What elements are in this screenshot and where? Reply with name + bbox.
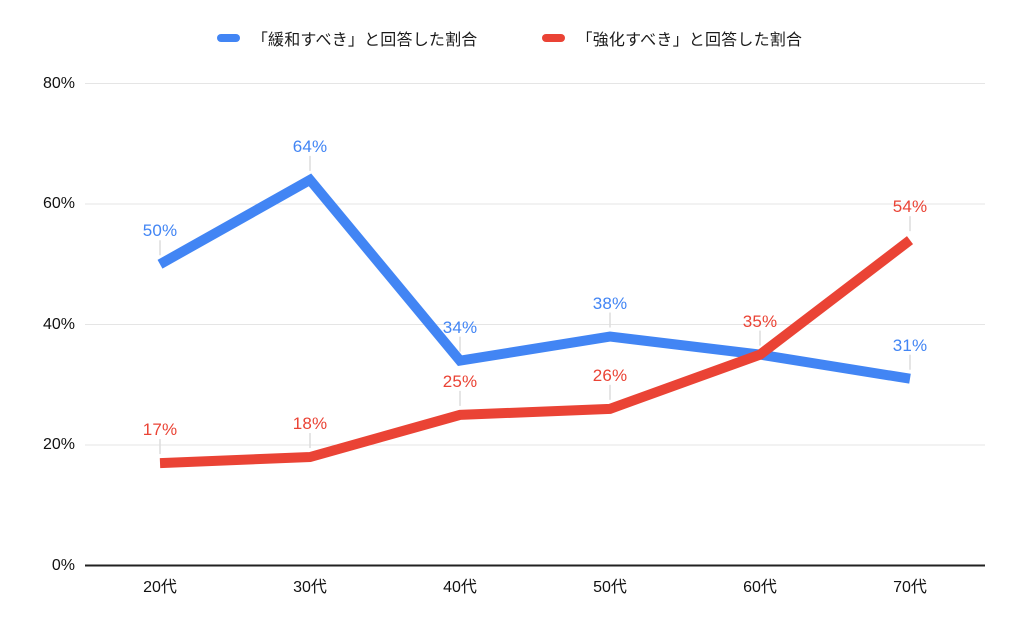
x-axis-label: 20代 [143,579,177,596]
y-axis-label: 60% [42,195,75,212]
data-label-series-0: 38% [592,293,628,313]
data-label-series-0: 34% [442,317,478,337]
y-axis-label: 0% [51,556,75,574]
data-label-series-1: 17% [142,420,178,440]
x-axis-label: 40代 [443,579,477,596]
x-axis-label: 30代 [293,579,327,596]
legend-item-relax[interactable]: 「緩和すべき」と回答した割合 [216,26,478,50]
y-axis-label: 80% [42,74,75,92]
data-label-series-0: 31% [892,335,928,355]
data-label-series-0: 64% [292,136,328,156]
data-label-series-1: 35% [742,311,778,331]
legend-item-strengthen[interactable]: 「強化すべき」と回答した割合 [541,26,803,50]
legend-label-relax: 「緩和すべき」と回答した割合 [251,32,478,49]
legend-swatch-red [541,34,565,42]
data-label-series-1: 18% [292,414,328,434]
x-axis-label: 50代 [593,579,627,596]
y-axis-label: 40% [42,315,75,333]
x-axis-label: 70代 [893,579,927,596]
legend: 「緩和すべき」と回答した割合 「強化すべき」と回答した割合 [0,26,1019,50]
legend-swatch-blue [216,34,240,42]
y-axis-label: 20% [42,436,75,453]
data-label-series-1: 25% [442,371,478,391]
data-label-series-0: 50% [142,221,178,241]
data-label-series-1: 26% [592,365,628,385]
series-line-1[interactable] [159,236,914,469]
series-line-0[interactable] [157,173,911,384]
x-axis-label: 60代 [743,579,777,596]
data-label-series-1: 54% [892,197,928,217]
legend-label-strengthen: 「強化すべき」と回答した割合 [576,32,803,49]
